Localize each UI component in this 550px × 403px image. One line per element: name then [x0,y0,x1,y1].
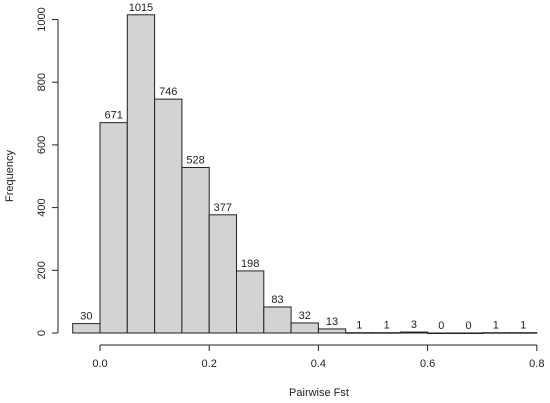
bar-value-label-5: 377 [214,202,232,214]
histogram-bar-6 [236,270,265,334]
histogram-bar-7 [263,306,292,334]
bar-value-label-3: 746 [159,86,177,98]
y-axis: 0 200 400 600 800 1000 [36,7,59,336]
histogram-bar-16 [509,332,538,334]
bar-value-label-13: 0 [438,320,444,332]
histogram-bar-3 [154,98,183,334]
x-tick-label-2: 0.4 [311,358,326,370]
bar-value-label-14: 0 [465,320,471,332]
y-tick-label-3: 600 [36,136,48,154]
bar-value-label-6: 198 [241,258,259,270]
histogram-bar-0 [72,323,101,334]
y-tick-label-4: 800 [36,73,48,91]
histogram-bar-13 [427,332,456,334]
x-tick-label-4: 0.8 [529,358,544,370]
bar-value-label-10: 1 [356,320,362,332]
histogram-bar-12 [399,331,429,334]
histogram-bar-14 [454,332,483,334]
bar-value-label-0: 30 [80,311,92,323]
y-tick-label-5: 1000 [36,7,48,31]
histogram-bar-2 [126,14,156,334]
histogram-bar-9 [317,328,347,334]
bar-value-label-7: 83 [271,294,283,306]
y-tick-label-1: 200 [36,261,48,279]
bar-value-label-4: 528 [186,154,204,166]
histogram-bar-15 [481,332,511,334]
bar-value-label-15: 1 [493,320,499,332]
x-tick-label-1: 0.2 [202,358,217,370]
bar-value-label-1: 671 [104,110,122,122]
bar-value-label-12: 3 [411,319,417,331]
histogram-bar-4 [181,166,210,334]
x-axis-title: Pairwise Fst [289,387,349,399]
x-tick-label-3: 0.6 [420,358,435,370]
bars-group [72,14,538,334]
x-axis: 0.0 0.2 0.4 0.6 0.8 [92,344,544,370]
bar-value-label-2: 1015 [129,2,153,14]
bar-value-label-9: 13 [326,316,338,328]
bar-value-label-11: 1 [384,320,390,332]
y-tick-label-0: 0 [36,330,48,336]
histogram-bar-11 [372,332,401,334]
y-axis-title: Frequency [4,150,16,202]
histogram-bar-8 [290,322,319,334]
x-tick-label-0: 0.0 [92,358,107,370]
bar-value-label-16: 1 [520,320,526,332]
bar-value-label-8: 32 [299,310,311,322]
y-tick-label-2: 400 [36,198,48,216]
histogram-bar-10 [345,332,374,334]
histogram-bar-1 [99,122,128,334]
histogram-bar-5 [208,214,237,334]
